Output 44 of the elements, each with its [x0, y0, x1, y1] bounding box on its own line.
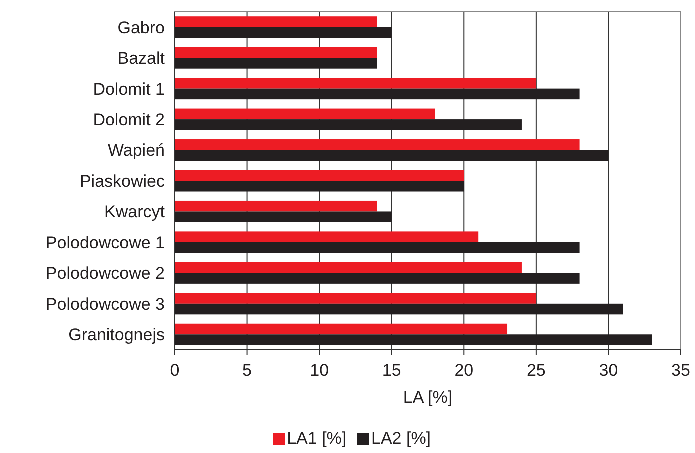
bar	[175, 120, 522, 130]
bar	[175, 47, 378, 58]
bar	[175, 140, 580, 150]
y-tick-label: Polodowcowe 3	[46, 294, 165, 314]
bar	[175, 108, 436, 120]
y-tick-label: Kwarcyt	[104, 202, 166, 222]
bar	[175, 88, 580, 100]
bar	[175, 181, 464, 192]
y-tick-label: Granitognejs	[68, 326, 165, 345]
bar	[175, 324, 508, 335]
bar	[175, 334, 652, 346]
bar	[175, 273, 580, 284]
bar	[175, 170, 464, 181]
bar	[175, 242, 580, 254]
legend-label: LA2 [%]	[372, 429, 432, 448]
x-tick-label: 25	[526, 361, 546, 380]
y-tick-label: Dolomit 1	[93, 80, 165, 99]
y-tick-label: Polodowcowe 1	[46, 233, 165, 252]
bar	[175, 293, 536, 304]
y-tick-label: Piaskowiec	[80, 172, 166, 191]
legend-label: LA1 [%]	[287, 429, 347, 448]
x-tick-label: 35	[672, 361, 690, 380]
bar	[175, 262, 522, 274]
x-tick-label: 5	[242, 361, 252, 380]
x-tick-label: 15	[382, 361, 402, 380]
y-tick-label: Wapień	[108, 141, 165, 160]
y-tick-label: Bazalt	[118, 49, 166, 68]
bar	[175, 58, 378, 69]
x-tick-label: 20	[454, 361, 474, 380]
bar	[175, 212, 392, 222]
x-tick-label: 10	[310, 361, 330, 380]
x-tick-label: 0	[170, 361, 180, 380]
y-tick-label: Polodowcowe 2	[46, 264, 165, 284]
bar	[175, 16, 378, 28]
x-tick-label: 30	[599, 361, 618, 380]
bar	[175, 304, 624, 315]
y-tick-label: Dolomit 2	[93, 110, 165, 130]
y-tick-label: Gabro	[118, 18, 165, 38]
bar	[175, 78, 536, 89]
x-axis-title: LA [%]	[403, 388, 453, 407]
bar	[175, 27, 392, 38]
bar	[175, 200, 378, 212]
bar	[175, 232, 479, 242]
bar	[175, 150, 609, 162]
